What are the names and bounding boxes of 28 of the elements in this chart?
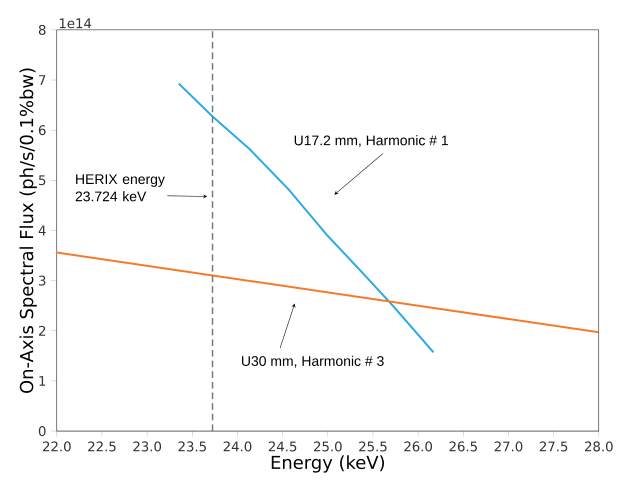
x-tick-label: 26.0 <box>404 441 432 452</box>
x-tick-label: 27.5 <box>540 441 568 452</box>
x-tick-label: 23.0 <box>133 441 162 452</box>
x-tick-label: 27.0 <box>494 441 522 452</box>
x-tick-label: 22.5 <box>88 441 116 452</box>
x-axis-title: Energy (keV) <box>272 455 384 473</box>
x-tick-label: 23.5 <box>178 441 206 452</box>
ref-line-label: HERIX energy 23.724 keV <box>76 174 165 202</box>
y-axis-title: On-Axis Spectral Flux (ph/s/0.1%bw) <box>19 68 37 394</box>
x-tick-label: 25.0 <box>314 441 342 452</box>
x-tick-label: 22.0 <box>42 441 71 452</box>
annotation: U17.2 mm, Harmonic # 1 <box>294 135 448 148</box>
y-tick-label: 6 <box>38 125 46 136</box>
text: 1e14 <box>60 18 92 28</box>
x-tick-label: 28.0 <box>584 441 613 452</box>
y-tick-label: 4 <box>38 226 46 236</box>
y-tick-label: 8 <box>38 24 46 35</box>
y-tick-label: 2 <box>38 326 46 336</box>
y-tick-label: 1 <box>39 376 46 386</box>
x-tick-label: 24.0 <box>224 441 252 452</box>
y-tick-label: 3 <box>39 276 46 286</box>
x-tick-label: 26.5 <box>449 441 477 452</box>
annotation: U30 mm, Harmonic # 3 <box>242 356 384 368</box>
y-tick-label: 7 <box>39 75 46 85</box>
x-tick-label: 24.5 <box>268 441 296 452</box>
x-tick-label: 25.5 <box>359 441 387 452</box>
y-tick-label: 5 <box>39 175 46 186</box>
y-tick-label: 0 <box>38 426 46 436</box>
